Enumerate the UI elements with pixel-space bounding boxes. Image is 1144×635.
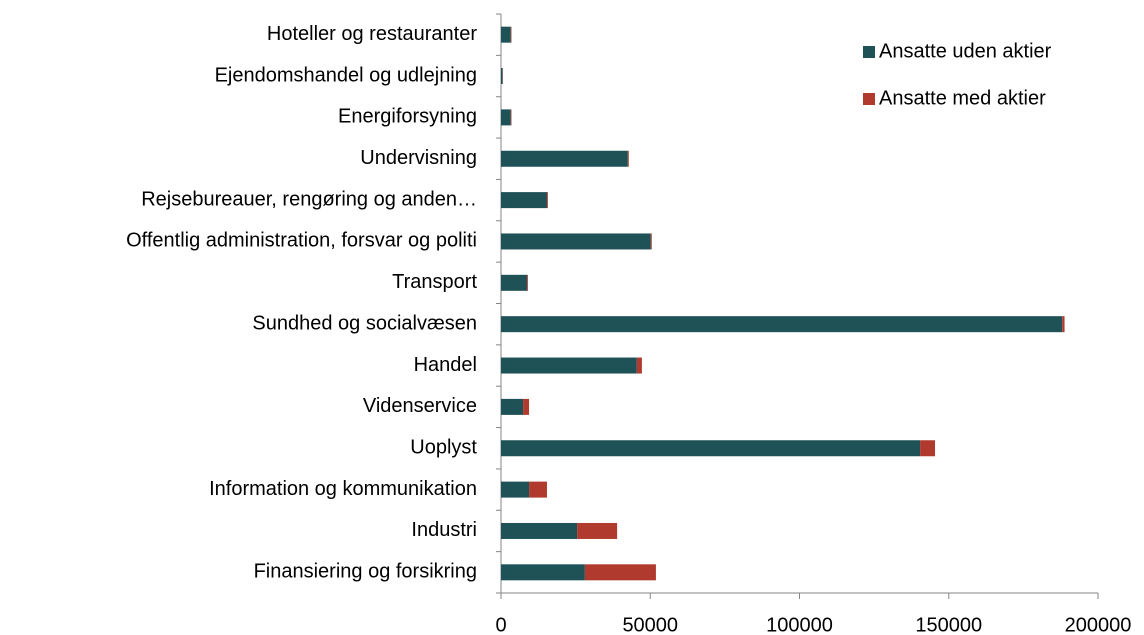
bar-segment: [529, 481, 547, 498]
y-tick-label: Hoteller og restauranter: [267, 23, 477, 45]
legend-label: Ansatte med aktier: [879, 87, 1046, 109]
bar-segment: [627, 150, 629, 167]
x-tick-label: 100000: [766, 614, 833, 635]
legend-swatch: [863, 93, 875, 105]
y-tick-label: Ejendomshandel og udlejning: [215, 64, 477, 86]
x-tick-label: 200000: [1065, 614, 1132, 635]
legend-label: Ansatte uden aktier: [879, 40, 1052, 62]
bar-segment: [510, 109, 512, 126]
bar-segment: [546, 192, 548, 209]
bar-segment: [501, 150, 628, 167]
bar-segment: [501, 109, 511, 126]
bar-segment: [510, 26, 512, 43]
y-tick-label: Finansiering og forsikring: [254, 561, 477, 583]
y-tick-label: Sundhed og socialvæsen: [252, 312, 477, 334]
y-tick-label: Uoplyst: [410, 437, 477, 459]
bar-segment: [636, 357, 642, 374]
bar-segment: [501, 68, 503, 85]
y-tick-label: Offentlig administration, forsvar og pol…: [126, 230, 477, 252]
bar-segment: [577, 522, 618, 539]
y-tick-label: Energiforsyning: [338, 106, 477, 128]
y-tick-label: Rejsebureauer, rengøring og anden…: [141, 188, 477, 210]
bar-segment: [584, 564, 656, 581]
bar-segment: [526, 274, 528, 291]
bar-segment: [523, 398, 530, 415]
bar-segment: [501, 316, 1063, 333]
bar-segment: [650, 233, 652, 250]
bar-segment: [501, 522, 578, 539]
bar-segment: [501, 398, 524, 415]
bar-segment: [1062, 316, 1065, 333]
bar-segment: [501, 192, 547, 209]
bar-segment: [920, 440, 936, 457]
y-tick-label: Transport: [392, 271, 477, 293]
bar-segment: [501, 440, 921, 457]
bar-segment: [501, 564, 585, 581]
y-tick-label: Handel: [414, 354, 477, 376]
x-tick-label: 50000: [622, 614, 678, 635]
x-tick-label: 0: [495, 614, 506, 635]
y-tick-label: Industri: [411, 519, 477, 541]
legend-swatch: [863, 46, 875, 58]
bar-segment: [501, 274, 527, 291]
y-tick-label: Undervisning: [360, 147, 477, 169]
bar-segment: [501, 357, 637, 374]
x-tick-label: 150000: [915, 614, 982, 635]
bar-segment: [501, 481, 530, 498]
bar-segment: [501, 233, 651, 250]
y-tick-label: Information og kommunikation: [209, 478, 477, 500]
bar-segment: [501, 26, 511, 43]
y-tick-label: Videnservice: [363, 395, 477, 417]
